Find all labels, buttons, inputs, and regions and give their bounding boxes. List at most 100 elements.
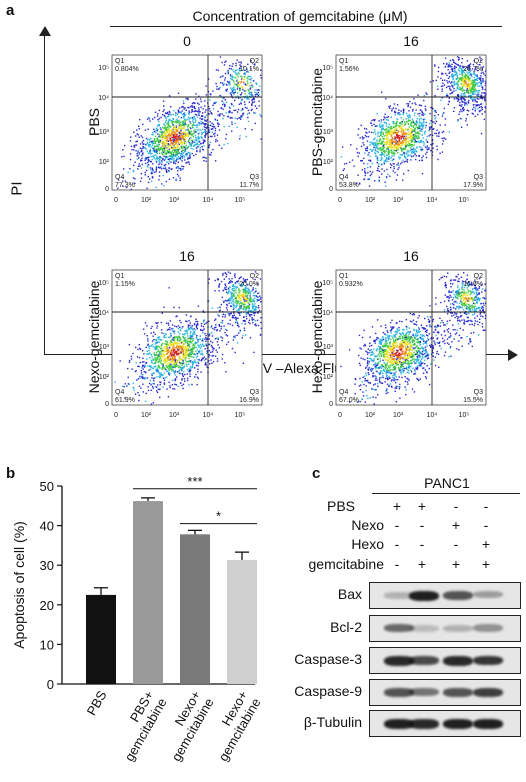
x-tick-label: 0 (114, 197, 118, 204)
blot-band (473, 719, 503, 729)
y-tick-label: 10⁵ (322, 65, 333, 72)
quadrant-name: Q2 (474, 58, 483, 65)
category-label: Nexo+gemcitabine (169, 688, 217, 764)
cell-line-label: PANC1 (424, 475, 470, 491)
y-tick-label: 10⁵ (322, 280, 333, 287)
y-tick-label: 10³ (99, 129, 110, 136)
x-tick-label: 10⁵ (459, 197, 470, 204)
blot-band (473, 656, 503, 665)
blot-label: Bax (337, 586, 362, 602)
apoptosis-bar-chart: 0 10 20 30 40 50 Apoptosis of cell (%) PBS PBS+g… (11, 474, 264, 764)
concentration-title-line (110, 26, 502, 27)
y-tick-label: 0 (47, 677, 54, 692)
condition-mark: + (481, 536, 491, 552)
x-tick-label: 0 (114, 412, 118, 419)
bar (180, 534, 210, 684)
bar (86, 594, 116, 684)
panel-a-letter: a (6, 2, 15, 19)
blot-band (443, 688, 473, 697)
blot-band (384, 688, 414, 697)
y-tick-label: 0 (105, 186, 109, 193)
quadrant-name: Q4 (115, 174, 124, 181)
quadrant-value: 1.15% (115, 281, 135, 288)
condition-mark: - (419, 536, 425, 552)
significance-marker: * (216, 509, 221, 524)
condition-mark: + (451, 556, 461, 572)
quadrant-value: 53.8% (339, 182, 359, 189)
x-tick-label: 10³ (393, 197, 404, 204)
condition-mark: + (451, 517, 461, 533)
y-tick-label: 10³ (99, 344, 110, 351)
quadrant-value: 16.9% (239, 397, 259, 404)
x-tick-label: 10⁴ (427, 197, 438, 204)
quadrant-value: 0.804% (115, 66, 139, 73)
category-label-line: PBS (84, 688, 110, 718)
condition-mark: - (453, 498, 459, 514)
panel-c-letter: c (312, 465, 321, 482)
blot-panel (369, 710, 521, 737)
x-tick-label: 10³ (169, 412, 180, 419)
quadrant-value: 26.7% (463, 66, 483, 73)
pi-axis-label: PI (8, 181, 26, 196)
x-tick-label: 10³ (169, 197, 180, 204)
quadrant-name: Q3 (474, 389, 483, 396)
x-tick-label: 10² (365, 412, 376, 419)
quadrant-value: 16.6% (463, 281, 483, 288)
blot-band (443, 625, 473, 632)
quadrant-name: Q1 (339, 58, 348, 65)
quadrant-value: 15.5% (463, 397, 483, 404)
y-tick-label: 40 (40, 519, 54, 534)
category-label: Hexo+gemcitabine (216, 688, 264, 764)
cell-line-line (372, 493, 520, 494)
quadrant-name: Q1 (115, 58, 124, 65)
y-axis-arrow (39, 26, 51, 36)
quadrant-name: Q2 (250, 273, 259, 280)
quadrant-name: Q4 (115, 389, 124, 396)
concentration-label: 0 (183, 33, 191, 49)
y-tick-label: 0 (329, 186, 333, 193)
x-tick-label: 10³ (393, 412, 404, 419)
y-tick-label: 10 (40, 637, 54, 652)
blot-band (409, 688, 439, 696)
y-tick-label: 10² (323, 159, 334, 166)
panel-b-letter: b (6, 465, 16, 482)
quadrant-value: 11.7% (240, 182, 259, 189)
concentration-label: 16 (403, 33, 419, 49)
concentration-label: 16 (179, 248, 195, 264)
quadrant-value: 10.1% (239, 66, 259, 73)
quadrant-value: 1.56% (339, 66, 359, 73)
concentration-title: Concentration of gemcitabine (μM) (192, 8, 408, 24)
quadrant-value: 17.9% (463, 182, 483, 189)
y-axis-label: Apoptosis of cell (%) (11, 521, 27, 649)
blot-panel (369, 582, 521, 609)
condition-name: gemcitabine (308, 556, 385, 572)
x-tick-label: 0 (338, 197, 342, 204)
condition-name: Hexo (351, 536, 384, 552)
quadrant-value: 61.9% (115, 397, 135, 404)
x-tick-label: 10⁴ (203, 412, 214, 419)
blot-band (409, 656, 439, 665)
category-label: PBS+gemcitabine (122, 688, 170, 764)
x-tick-label: 10² (141, 197, 152, 204)
quadrant-value: 0.932% (339, 281, 363, 288)
condition-mark: - (483, 498, 489, 514)
blot-band (443, 656, 473, 666)
x-tick-label: 10² (141, 412, 152, 419)
x-tick-label: 10⁵ (459, 412, 470, 419)
blot-band (384, 592, 414, 599)
quadrant-name: Q3 (250, 389, 259, 396)
y-tick-label: 10⁵ (98, 280, 109, 287)
x-tick-label: 0 (338, 412, 342, 419)
blot-panel (369, 679, 521, 706)
quadrant-name: Q3 (250, 174, 259, 181)
condition-mark: + (392, 498, 402, 514)
y-tick-label: 10² (99, 159, 110, 166)
quadrant-value: 67.0% (339, 397, 359, 404)
quadrant-name: Q1 (115, 273, 124, 280)
y-tick-label: 10⁴ (98, 95, 109, 102)
quadrant-name: Q2 (250, 58, 259, 65)
